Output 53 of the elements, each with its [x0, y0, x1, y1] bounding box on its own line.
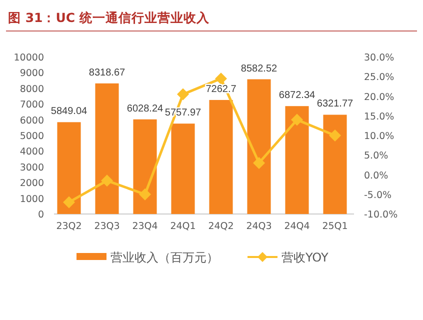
point — [253, 156, 265, 169]
point — [101, 174, 113, 187]
y2-tick-label: 30.0% — [364, 52, 394, 64]
bar — [133, 119, 157, 214]
point — [329, 130, 341, 142]
point — [177, 88, 189, 100]
bar — [57, 122, 81, 214]
data-label: 5849.04 — [50, 106, 88, 118]
x-tick-label: 24Q4 — [284, 221, 310, 232]
y2-tick-label: 10.0% — [364, 131, 394, 142]
legend-label: 营业收入（百万元） — [110, 250, 218, 264]
data-label: 8318.67 — [88, 67, 126, 78]
y2-tick-label: 20.0% — [364, 92, 394, 103]
y-tick-label: 9000 — [20, 68, 44, 80]
legend-label: 营收YOY — [282, 250, 329, 264]
bar — [247, 79, 271, 214]
y-tick-label: 8000 — [20, 84, 44, 95]
x-tick-label: 24Q1 — [170, 221, 196, 232]
point — [139, 188, 151, 200]
x-tick-label: 24Q3 — [246, 221, 272, 232]
chart-title: 图 31：UC 统一通信行业营业收入 — [8, 10, 210, 25]
y2-tick-label: -10.0% — [364, 210, 398, 220]
y-tick-label: 0 — [38, 210, 44, 220]
x-tick-label: 24Q2 — [208, 221, 234, 232]
point — [63, 196, 75, 208]
y2-tick-label: 5.0% — [364, 150, 388, 162]
y-tick-label: 10000 — [14, 52, 44, 64]
y-tick-label: 1000 — [20, 194, 44, 205]
bar — [171, 124, 195, 214]
bar — [323, 114, 347, 214]
point — [215, 72, 227, 85]
bar — [209, 100, 233, 214]
y2-tick-label: -5.0% — [364, 190, 392, 201]
x-tick-label: 23Q4 — [132, 221, 158, 232]
bar — [95, 83, 119, 214]
y-tick-label: 2000 — [20, 178, 44, 190]
y-tick-label: 4000 — [20, 146, 44, 158]
data-label: 8582.52 — [240, 63, 278, 74]
data-label: 6028.24 — [126, 103, 164, 114]
y-tick-label: 5000 — [20, 131, 44, 142]
y-tick-label: 3000 — [20, 162, 44, 174]
y2-tick-label: 15.0% — [364, 111, 394, 122]
y2-tick-label: 25.0% — [364, 72, 394, 84]
x-tick-label: 23Q2 — [56, 221, 82, 232]
x-tick-label: 25Q1 — [322, 221, 348, 232]
y2-tick-label: 0.0% — [364, 170, 388, 182]
x-tick-label: 23Q3 — [94, 221, 120, 232]
y-tick-label: 7000 — [20, 100, 44, 111]
y-tick-label: 6000 — [20, 115, 44, 126]
data-label: 6872.34 — [278, 90, 316, 102]
point — [291, 114, 303, 126]
data-label: 6321.77 — [316, 98, 354, 110]
bar — [285, 106, 309, 214]
